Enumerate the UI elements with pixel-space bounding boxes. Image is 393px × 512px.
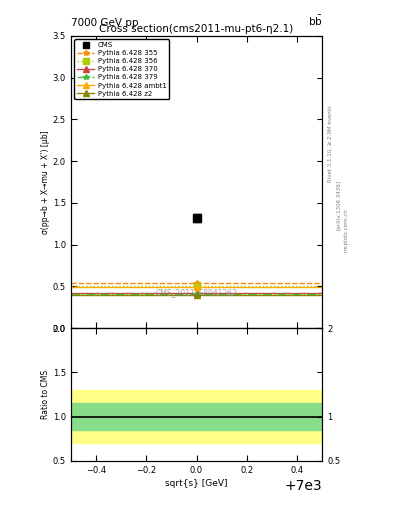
- Text: Rivet 3.1.10, ≥ 2.9M events: Rivet 3.1.10, ≥ 2.9M events: [328, 105, 333, 182]
- Text: [arXiv:1306.3436]: [arXiv:1306.3436]: [336, 180, 341, 230]
- Y-axis label: σ(pp→b + X→mu + X’) [μb]: σ(pp→b + X→mu + X’) [μb]: [41, 130, 50, 234]
- Bar: [71, 390, 322, 443]
- Text: mcplots.cern.ch: mcplots.cern.ch: [344, 208, 349, 252]
- X-axis label: sqrt{s} [GeV]: sqrt{s} [GeV]: [165, 479, 228, 488]
- Text: b$\bar{\rm b}$: b$\bar{\rm b}$: [308, 14, 322, 28]
- Bar: [71, 403, 322, 430]
- Text: 7000 GeV pp: 7000 GeV pp: [71, 18, 138, 28]
- Legend: CMS, Pythia 6.428 355, Pythia 6.428 356, Pythia 6.428 370, Pythia 6.428 379, Pyt: CMS, Pythia 6.428 355, Pythia 6.428 356,…: [74, 39, 169, 99]
- Text: CMS_2011_S8941262: CMS_2011_S8941262: [156, 288, 237, 297]
- Title: Cross section(cms2011-mu-pt6-η2.1): Cross section(cms2011-mu-pt6-η2.1): [99, 24, 294, 34]
- Y-axis label: Ratio to CMS: Ratio to CMS: [41, 370, 50, 419]
